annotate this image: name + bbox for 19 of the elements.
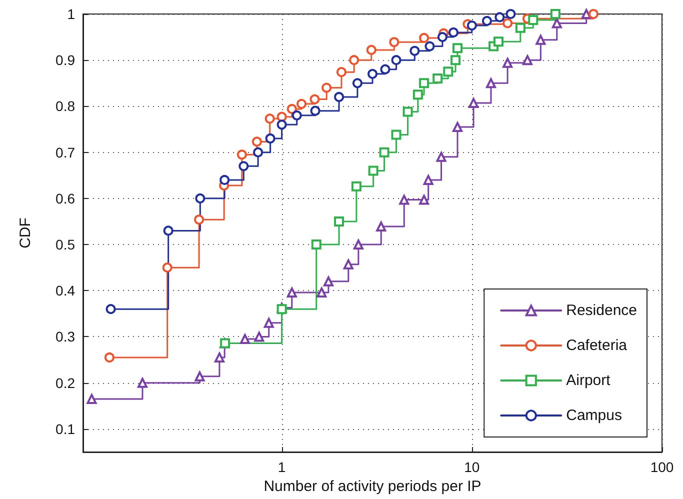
y-axis-title: CDF bbox=[17, 218, 34, 248]
legend-label: Cafeteria bbox=[566, 337, 628, 354]
y-tick-label: 0.8 bbox=[56, 98, 76, 114]
x-tick-label: 10 bbox=[464, 459, 480, 475]
y-tick-label: 0.7 bbox=[56, 144, 76, 160]
y-tick-label: 0.5 bbox=[56, 236, 76, 253]
legend-label: Airport bbox=[566, 372, 612, 389]
legend-label: Campus bbox=[566, 407, 622, 424]
y-tick-label: 0.9 bbox=[56, 52, 76, 68]
y-tick-label: 0.6 bbox=[56, 190, 76, 206]
x-tick-label: 1 bbox=[278, 459, 286, 475]
legend-label: Residence bbox=[566, 302, 638, 319]
y-tick-label: 0.1 bbox=[56, 420, 76, 437]
y-tick-label: 1 bbox=[67, 6, 76, 22]
y-tick-label: 0.2 bbox=[56, 374, 76, 391]
y-tick-label: 0.4 bbox=[56, 282, 76, 299]
y-tick-label: 0.3 bbox=[56, 328, 76, 345]
x-tick-label: 100 bbox=[650, 459, 674, 475]
x-axis-title: Number of activity periods per IP bbox=[264, 478, 482, 495]
